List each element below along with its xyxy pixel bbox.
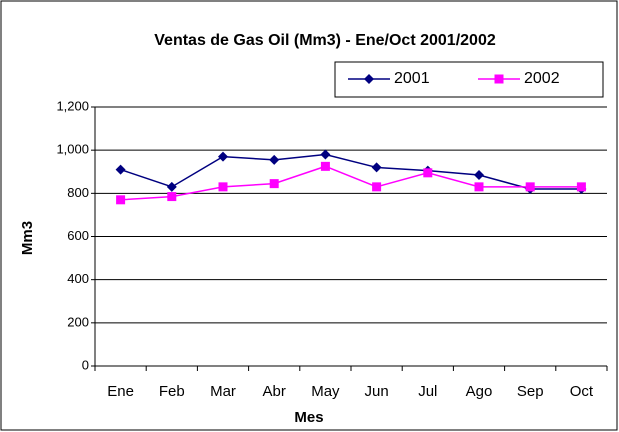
y-tick-label: 0	[82, 357, 89, 372]
y-tick-label: 800	[67, 185, 89, 200]
marker	[218, 151, 228, 162]
y-tick-label: 600	[67, 228, 89, 243]
y-tick-label: 400	[67, 271, 89, 286]
x-tick-label: Jul	[418, 383, 437, 400]
marker	[320, 161, 330, 171]
marker	[371, 162, 382, 173]
x-tick-label: Abr	[263, 383, 286, 400]
marker	[269, 179, 279, 189]
series-line	[120, 153, 582, 190]
x-tick-label: Jun	[365, 383, 389, 400]
marker	[423, 168, 433, 178]
y-tick-label: 200	[67, 314, 89, 329]
marker	[167, 192, 177, 202]
marker	[474, 169, 484, 180]
y-tick-label: 1,000	[56, 142, 89, 157]
legend-label: 2001	[394, 70, 430, 87]
marker	[218, 182, 228, 192]
x-tick-label: Oct	[570, 383, 594, 400]
series-line	[120, 165, 582, 201]
marker	[494, 74, 504, 84]
marker	[372, 182, 382, 192]
x-axis-label: Mes	[294, 409, 323, 426]
marker	[364, 74, 374, 84]
marker	[269, 154, 280, 165]
x-tick-label: May	[311, 383, 340, 400]
legend-label: 2002	[524, 70, 560, 87]
y-tick-label: 1,200	[56, 98, 89, 113]
marker	[525, 182, 535, 192]
x-tick-label: Sep	[517, 383, 544, 400]
x-tick-label: Mar	[210, 383, 236, 400]
x-tick-label: Feb	[159, 383, 185, 400]
marker	[115, 164, 126, 175]
marker	[474, 182, 484, 192]
marker	[320, 149, 331, 160]
marker	[166, 181, 177, 192]
x-tick-label: Ene	[107, 383, 134, 400]
marker	[576, 182, 586, 192]
marker	[116, 195, 126, 205]
chart-title: Ventas de Gas Oil (Mm3) - Ene/Oct 2001/2…	[154, 32, 496, 49]
y-axis-label: Mm3	[19, 221, 36, 255]
x-tick-label: Ago	[466, 383, 493, 400]
